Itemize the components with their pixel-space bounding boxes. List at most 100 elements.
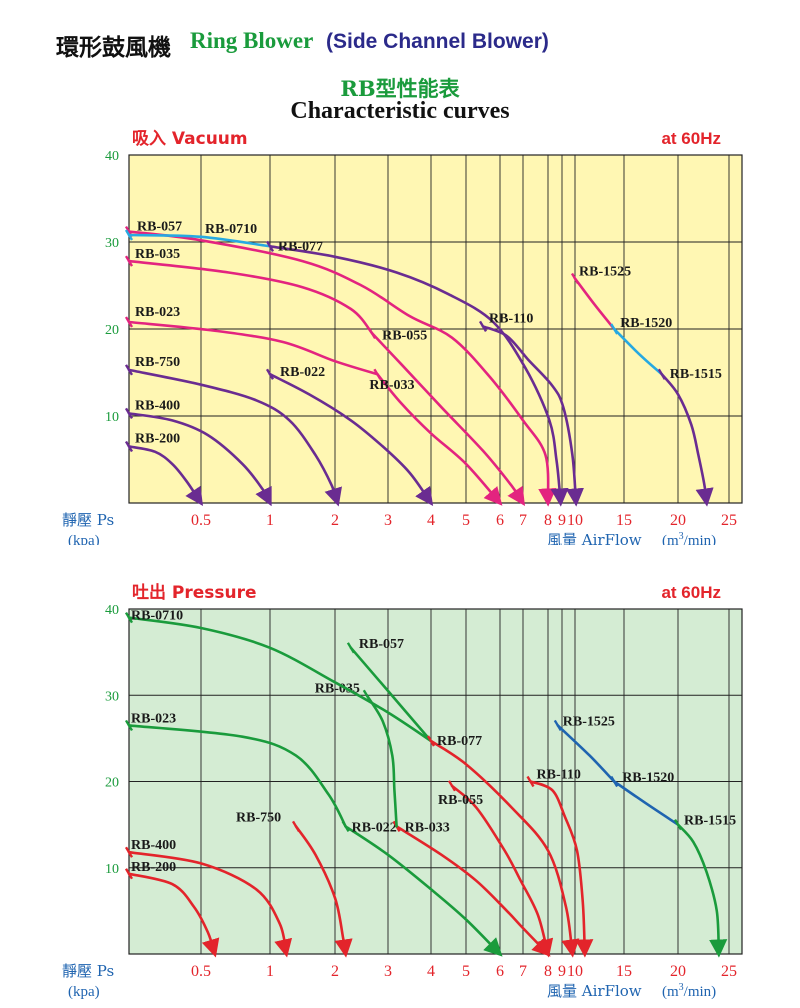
curve-rb-110	[529, 780, 594, 958]
x-tick-label: 9	[558, 512, 566, 529]
x-tick-label: 6	[496, 963, 504, 980]
series-label-rb-1520: RB-1520	[622, 771, 674, 786]
panel-frequency: at 60Hz	[661, 583, 721, 602]
curve-start-tick	[124, 229, 134, 241]
x-axis-unit: (m3/min)	[662, 531, 716, 545]
y-axis-unit: (kpa)	[68, 984, 100, 1000]
x-axis-label: 風量 AirFlow	[547, 982, 642, 1000]
x-tick-label: 2	[331, 963, 339, 980]
curve-rb-077	[429, 739, 580, 958]
curve-rb-750	[294, 825, 353, 958]
panel-title: 吐出 Pressure	[132, 582, 257, 603]
curve-start-tick	[124, 316, 134, 328]
y-tick-label: 40	[105, 149, 119, 164]
x-tick-label: 20	[670, 512, 686, 529]
y-tick-label: 10	[105, 410, 119, 425]
series-label-rb-055: RB-055	[438, 793, 483, 808]
series-label-rb-400: RB-400	[131, 838, 176, 853]
series-label-rb-0710: RB-0710	[205, 222, 257, 237]
series-label-rb-1515: RB-1515	[670, 367, 722, 382]
curve-rb-1520	[612, 780, 680, 826]
x-axis-label: 風量 AirFlow	[547, 531, 642, 545]
x-tick-label: 20	[670, 963, 686, 980]
curve-start-tick	[265, 240, 275, 252]
curve-rb-1525	[556, 724, 616, 783]
curve-rb-057	[349, 646, 433, 743]
x-tick-label: 4	[427, 512, 435, 529]
series-label-rb-1525: RB-1525	[579, 265, 631, 280]
x-tick-label: 5	[462, 963, 470, 980]
x-tick-label: 8	[544, 963, 552, 980]
x-tick-label: 1	[266, 512, 274, 529]
x-tick-label: 5	[462, 512, 470, 529]
curve-rb-0710	[127, 233, 272, 248]
series-label-rb-033: RB-033	[369, 378, 414, 393]
curve-start-tick	[570, 272, 580, 285]
y-tick-label: 20	[105, 323, 119, 338]
series-label-rb-077: RB-077	[437, 734, 482, 749]
series-label-rb-750: RB-750	[135, 355, 180, 370]
y-tick-label: 20	[105, 776, 119, 791]
curve-start-tick	[610, 775, 619, 788]
curve-start-tick	[124, 868, 134, 880]
curve-rb-1515	[660, 372, 714, 507]
x-tick-label: 7	[519, 963, 527, 980]
title-ring-blower: Ring Blower	[190, 28, 314, 53]
curve-start-tick	[124, 255, 134, 267]
x-tick-label: 15	[616, 512, 632, 529]
curve-start-tick	[346, 642, 355, 654]
x-tick-label: 10	[567, 963, 583, 980]
curve-start-tick	[657, 368, 666, 380]
x-tick-label: 0.5	[191, 512, 211, 529]
series-label-rb-033: RB-033	[405, 820, 450, 835]
curve-start-tick	[291, 820, 301, 832]
curve-rb-022	[344, 825, 503, 957]
x-tick-label: 3	[384, 963, 392, 980]
curve-rb-023	[127, 320, 379, 376]
curve-start-tick	[124, 440, 134, 453]
series-label-rb-110: RB-110	[537, 768, 581, 783]
title-side-channel: (Side Channel Blower)	[326, 30, 549, 53]
curve-rb-057	[127, 230, 557, 507]
y-axis-label: 靜壓 Ps	[62, 511, 114, 529]
x-tick-label: 7	[519, 512, 527, 529]
curve-rb-023	[127, 724, 347, 828]
curve-rb-077	[268, 245, 569, 507]
series-label-rb-023: RB-023	[131, 711, 176, 726]
plot-frame	[128, 154, 743, 504]
x-tick-label: 6	[496, 512, 504, 529]
series-label-rb-750: RB-750	[236, 810, 281, 825]
series-label-rb-200: RB-200	[135, 431, 180, 446]
curve-start-tick	[373, 368, 382, 380]
series-label-rb-057: RB-057	[359, 637, 404, 652]
curve-rb-0710	[127, 616, 433, 743]
curve-start-tick	[447, 780, 457, 792]
series-label-rb-035: RB-035	[315, 681, 360, 696]
curve-rb-200	[127, 445, 204, 507]
curve-start-tick	[124, 364, 134, 376]
curve-rb-200	[127, 872, 220, 958]
plot-frame	[128, 608, 743, 955]
panel-frequency: at 60Hz	[661, 129, 721, 148]
x-tick-label: 0.5	[191, 963, 211, 980]
curve-start-tick	[478, 320, 488, 333]
curve-rb-055	[450, 784, 554, 958]
curve-rb-055	[370, 332, 525, 507]
curve-start-tick	[368, 327, 377, 339]
table-title: RB型性能表	[340, 76, 460, 101]
series-label-rb-055: RB-055	[382, 328, 427, 343]
x-axis-unit: (m3/min)	[662, 982, 716, 1000]
table-subtitle: Characteristic curves	[290, 98, 510, 124]
curve-start-tick	[673, 819, 683, 831]
series-label-rb-023: RB-023	[135, 305, 180, 320]
curve-rb-110	[481, 325, 584, 507]
curve-rb-033	[376, 372, 503, 506]
curve-start-tick	[610, 323, 619, 335]
x-tick-label: 1	[266, 963, 274, 980]
x-tick-label: 10	[567, 512, 583, 529]
curve-start-tick	[124, 846, 134, 858]
curve-start-tick	[124, 407, 134, 420]
curve-start-tick	[553, 719, 562, 732]
y-tick-label: 10	[105, 862, 119, 877]
